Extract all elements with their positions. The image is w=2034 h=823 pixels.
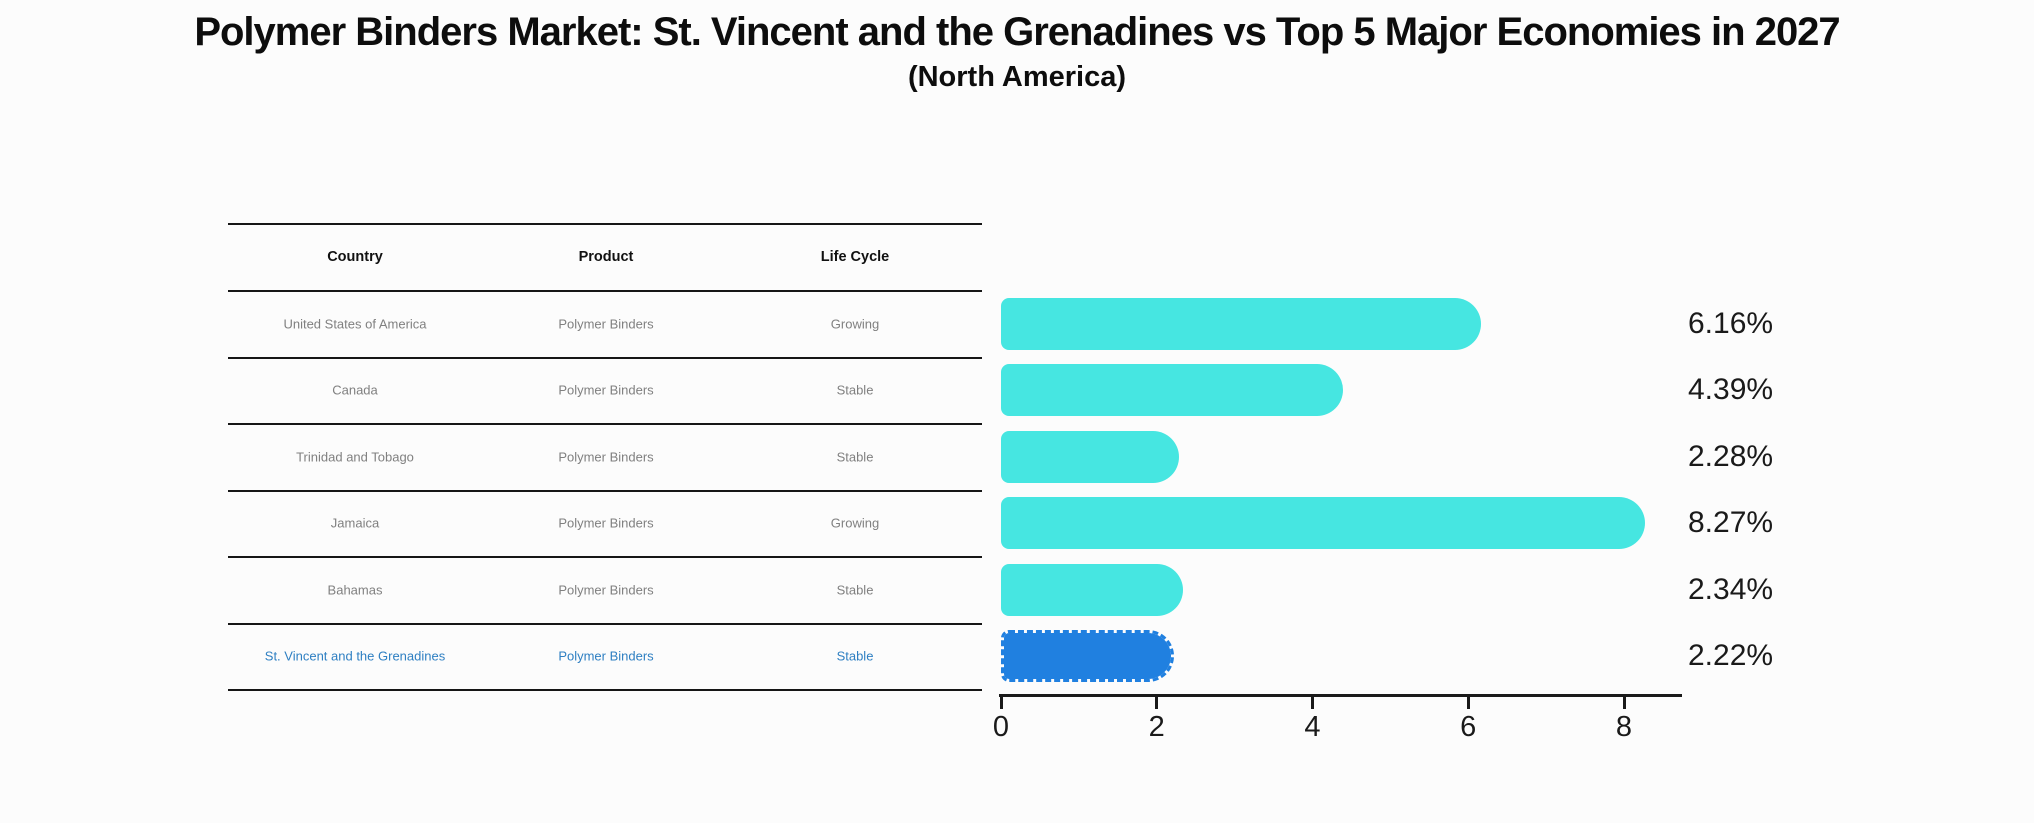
table-cell-country: Bahamas [327, 582, 383, 597]
market-share-bar [1001, 497, 1646, 549]
table-cell-life-cycle: Growing [830, 316, 880, 331]
table-cell-country: St. Vincent and the Grenadines [264, 648, 446, 664]
x-axis-line [999, 694, 1682, 697]
chart-subtitle: (North America) [907, 61, 1127, 93]
x-tick-label: 0 [992, 711, 1010, 743]
table-cell-life-cycle: Stable [836, 582, 874, 597]
table-rule [228, 223, 982, 226]
table-rule [228, 623, 982, 626]
market-share-bar-highlight [1001, 630, 1174, 682]
x-tick-mark [1155, 697, 1159, 709]
table-rule [228, 290, 982, 293]
x-tick-label: 4 [1304, 711, 1321, 743]
x-tick-mark [999, 697, 1003, 709]
market-share-bar [1001, 430, 1179, 483]
market-share-bar [1001, 364, 1343, 416]
market-share-bar [1001, 563, 1184, 616]
table-cell-life-cycle: Stable [836, 648, 874, 664]
x-tick-mark [1466, 697, 1470, 709]
table-cell-product: Polymer Binders [558, 582, 654, 597]
table-rule [228, 689, 982, 692]
value-label: 4.39% [1688, 373, 1774, 406]
value-label: 6.16% [1688, 306, 1774, 340]
table-cell-product: Polymer Binders [558, 449, 654, 464]
table-cell-country: Canada [332, 382, 378, 398]
x-tick-mark [1311, 697, 1314, 709]
table-cell-product: Polymer Binders [558, 515, 654, 531]
column-header-country: Country [327, 248, 383, 265]
table-rule [228, 490, 982, 493]
x-tick-mark [1622, 697, 1626, 709]
table-cell-product: Polymer Binders [558, 316, 654, 331]
x-tick-label: 2 [1148, 711, 1165, 743]
table-cell-product: Polymer Binders [558, 382, 654, 398]
x-tick-label: 6 [1460, 711, 1477, 743]
table-cell-country: Jamaica [330, 515, 380, 531]
value-label: 8.27% [1688, 506, 1774, 539]
column-header-product: Product [578, 248, 634, 265]
value-label: 2.28% [1688, 439, 1774, 473]
table-cell-product: Polymer Binders [558, 648, 654, 664]
table-cell-life-cycle: Stable [836, 382, 874, 398]
table-cell-country: United States of America [283, 316, 427, 331]
table-rule [228, 357, 982, 360]
value-label: 2.22% [1688, 639, 1774, 672]
market-share-bar [1001, 297, 1481, 350]
x-tick-label: 8 [1615, 711, 1633, 743]
column-header-life-cycle: Life Cycle [820, 248, 890, 265]
table-rule [228, 423, 982, 426]
table-cell-life-cycle: Growing [830, 515, 880, 531]
value-label: 2.34% [1688, 572, 1774, 606]
chart-title: Polymer Binders Market: St. Vincent and … [194, 10, 1840, 54]
table-cell-life-cycle: Stable [836, 449, 874, 464]
table-cell-country: Trinidad and Tobago [296, 449, 414, 464]
table-rule [228, 556, 982, 559]
